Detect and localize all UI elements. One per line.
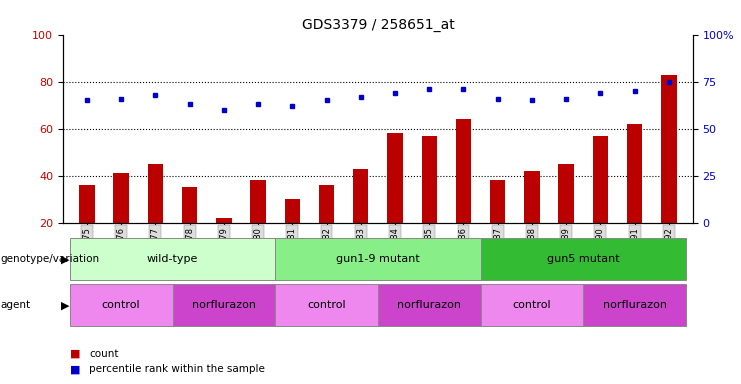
Text: control: control: [513, 300, 551, 310]
Bar: [456, 119, 471, 223]
Text: agent: agent: [1, 300, 31, 310]
Text: wild-type: wild-type: [147, 254, 198, 264]
Text: ▶: ▶: [61, 300, 69, 310]
Text: ▶: ▶: [61, 254, 69, 264]
Bar: [524, 171, 539, 223]
Bar: [216, 218, 232, 223]
Bar: [70, 238, 275, 280]
Bar: [79, 185, 95, 223]
Bar: [388, 133, 402, 223]
Bar: [70, 284, 173, 326]
Text: count: count: [89, 349, 119, 359]
Text: norflurazon: norflurazon: [602, 300, 667, 310]
Bar: [319, 185, 334, 223]
Bar: [275, 238, 481, 280]
Text: gun5 mutant: gun5 mutant: [547, 254, 619, 264]
Bar: [490, 180, 505, 223]
Bar: [113, 173, 129, 223]
Text: percentile rank within the sample: percentile rank within the sample: [89, 364, 265, 374]
Text: norflurazon: norflurazon: [397, 300, 461, 310]
Bar: [583, 284, 686, 326]
Bar: [422, 136, 437, 223]
Text: ■: ■: [70, 364, 84, 374]
Bar: [182, 187, 197, 223]
Bar: [353, 169, 368, 223]
Text: genotype/variation: genotype/variation: [1, 254, 100, 264]
Bar: [481, 284, 583, 326]
Bar: [661, 74, 677, 223]
Text: ■: ■: [70, 349, 84, 359]
Bar: [378, 284, 481, 326]
Title: GDS3379 / 258651_at: GDS3379 / 258651_at: [302, 18, 454, 32]
Bar: [275, 284, 378, 326]
Bar: [481, 238, 686, 280]
Text: control: control: [102, 300, 141, 310]
Bar: [147, 164, 163, 223]
Bar: [559, 164, 574, 223]
Bar: [285, 199, 300, 223]
Text: control: control: [308, 300, 346, 310]
Bar: [593, 136, 608, 223]
Text: gun1-9 mutant: gun1-9 mutant: [336, 254, 420, 264]
Bar: [627, 124, 642, 223]
Bar: [173, 284, 275, 326]
Text: norflurazon: norflurazon: [192, 300, 256, 310]
Bar: [250, 180, 266, 223]
